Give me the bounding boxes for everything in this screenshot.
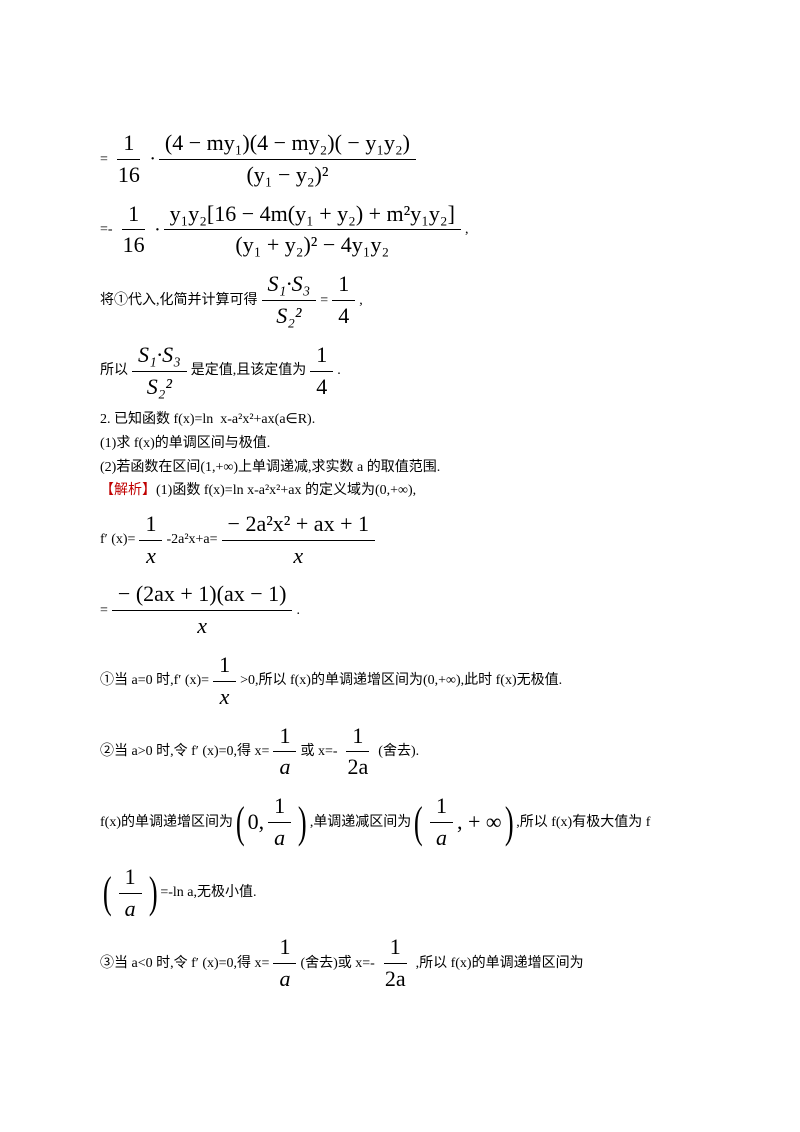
left-paren-icon: ( (236, 805, 245, 840)
eq1-main-frac: (4 − my₁)(4 − my₂)( − y₁y₂) (y₁ − y₂)² (159, 128, 416, 191)
fprime-frac-3: − (2ax + 1)(ax − 1) x (112, 579, 293, 642)
right-paren-icon: ) (149, 875, 158, 910)
frac-1-a-a: 1 a (273, 721, 296, 784)
quarter-a: 1 4 (332, 269, 355, 332)
ratio-frac-a: S₁·S₃ S₂² (262, 269, 317, 332)
eq2-main-frac: y₁y₂[16 − 4m(y₁ + y₂) + m²y₁y₂] (y₁ + y₂… (164, 199, 461, 262)
solution-label: 【解析】 (100, 483, 156, 498)
interval-line: f(x)的单调递增区间为 ( 0, 1 a ) ,单调递减区间为 ( 1 a ,… (100, 791, 700, 854)
fprime-line-2: = − (2ax + 1)(ax − 1) x . (100, 579, 700, 642)
left-paren-icon: ( (414, 805, 423, 840)
equation-1: = 1 16 · (4 − my₁)(4 − my₂)( − y₁y₂) (y₁… (100, 128, 700, 191)
ratio-frac-b: S₁·S₃ S₂² (132, 340, 187, 403)
frac-1-x-a: 1 x (139, 509, 162, 572)
frac-1-2a-a: 1 2a (342, 721, 375, 784)
fprime-frac-2: − 2a²x² + ax + 1 x (222, 509, 375, 572)
frac-1-x-b: 1 x (213, 650, 236, 713)
eq1-prefix: = (100, 150, 108, 170)
f-1-a-line: ( 1 a ) =-ln a,无极小值. (100, 862, 700, 925)
paren-1-a: ( 1 a ) (100, 862, 160, 925)
right-paren-icon: ) (298, 805, 307, 840)
interval-1: ( 0, 1 a ) (233, 791, 310, 854)
eq2-prefix: =- (100, 220, 113, 240)
case-1: ①当 a=0 时,f′ (x)= 1 x >0,所以 f(x)的单调递增区间为(… (100, 650, 700, 713)
case-2: ②当 a>0 时,令 f′ (x)=0,得 x= 1 a 或 x=- 1 2a … (100, 721, 700, 784)
frac-1-2a-b: 1 2a (379, 932, 412, 995)
frac-1-16-a: 1 16 (112, 128, 146, 191)
right-paren-icon: ) (504, 805, 513, 840)
quarter-b: 1 4 (310, 340, 333, 403)
case-3: ③当 a<0 时,令 f′ (x)=0,得 x= 1 a (舍去)或 x=- 1… (100, 932, 700, 995)
problem-2-q2: (2)若函数在区间(1,+∞)上单调递减,求实数 a 的取值范围. (100, 458, 700, 478)
fprime-line-1: f′ (x)= 1 x -2a²x+a= − 2a²x² + ax + 1 x (100, 509, 700, 572)
frac-1-a-c: 1 a (273, 932, 296, 995)
problem-2-q1: (1)求 f(x)的单调区间与极值. (100, 434, 700, 454)
left-paren-icon: ( (103, 875, 112, 910)
interval-2: ( 1 a , + ∞ ) (411, 791, 516, 854)
line-substitute: 将①代入,化简并计算可得 S₁·S₃ S₂² = 1 4 , (100, 269, 700, 332)
line-conclusion: 所以 S₁·S₃ S₂² 是定值,且该定值为 1 4 . (100, 340, 700, 403)
solution-line-1: 【解析】(1)函数 f(x)=ln x-a²x²+ax 的定义域为(0,+∞), (100, 481, 700, 501)
problem-2-title: 2. 已知函数 f(x)=ln x-a²x²+ax(a∈R). (100, 410, 700, 430)
equation-2: =- 1 16 · y₁y₂[16 − 4m(y₁ + y₂) + m²y₁y₂… (100, 199, 700, 262)
frac-1-16-b: 1 16 (117, 199, 151, 262)
